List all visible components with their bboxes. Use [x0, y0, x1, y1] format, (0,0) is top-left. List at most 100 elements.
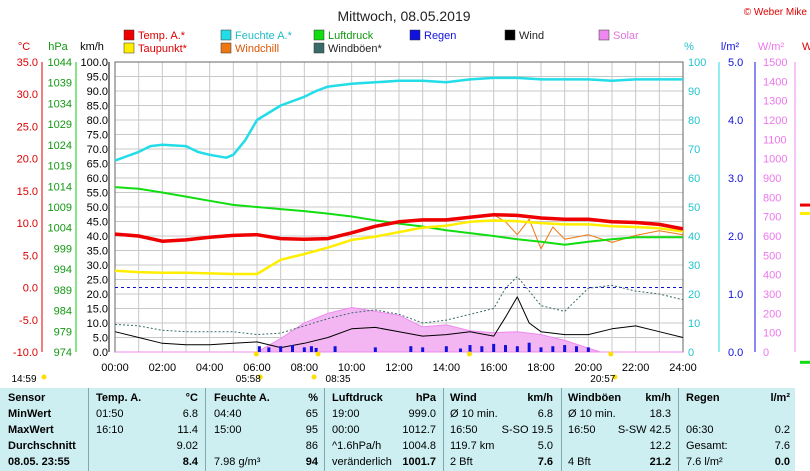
- stats-cell: Ø 10 min.: [568, 408, 616, 420]
- stats-cell: 01:50: [96, 408, 124, 420]
- series-line: [114, 276, 684, 336]
- stats-cell: 21.2: [649, 456, 671, 468]
- speed-tick-label: 90.0: [87, 86, 108, 98]
- rain-bar: [444, 346, 448, 352]
- humidity-tick-label: 10: [688, 318, 700, 330]
- stats-cell: 7.98 g/m³: [214, 456, 261, 468]
- temp-tick-label: 15.0: [17, 186, 38, 198]
- event-markers: 14:59 05:58 08:35 20:57: [11, 351, 618, 385]
- solar-tick-label: 1400: [763, 76, 787, 88]
- legend-label: Regen: [424, 30, 456, 42]
- solar-tick-label: 900: [763, 173, 781, 185]
- stats-cell: S-SW 42.5: [617, 424, 671, 436]
- event-marker-dot: [467, 351, 473, 357]
- stats-cell: 119.7 km: [450, 440, 495, 452]
- rain-bar: [586, 347, 590, 352]
- x-tick-label: 20:00: [575, 362, 603, 374]
- stats-cell: Luftdruck: [332, 392, 383, 404]
- rain-bar: [480, 346, 484, 352]
- x-tick-label: 08:00: [291, 362, 319, 374]
- stats-cell: 4 Bft: [568, 456, 591, 468]
- series-line: [114, 186, 683, 246]
- humidity-tick-label: 70: [688, 144, 700, 156]
- chart-title: Mittwoch, 08.05.2019: [337, 8, 470, 24]
- stats-cell: S-SO 19.5: [501, 424, 553, 436]
- rain-bar: [309, 346, 313, 352]
- temp-tick-label: 0.0: [23, 283, 38, 295]
- x-tick-label: 24:00: [669, 362, 697, 374]
- stats-cell: Regen: [686, 392, 720, 404]
- legend-swatch: [220, 42, 232, 54]
- humidity-tick-label: 40: [688, 231, 700, 243]
- legend-swatch: [313, 29, 325, 41]
- event-sun-icon: [311, 374, 317, 380]
- stats-cell: 7.6: [537, 456, 553, 468]
- humidity-tick-label: 100: [688, 57, 706, 69]
- speed-unit-label: km/h: [80, 41, 104, 53]
- rain-bar: [504, 345, 507, 352]
- speed-tick-label: 30.0: [87, 260, 108, 272]
- stats-cell: 86: [305, 440, 318, 452]
- speed-tick-label: 15.0: [87, 304, 108, 316]
- right-marker: [800, 211, 810, 215]
- legend-label: Taupunkt*: [138, 43, 188, 55]
- speed-tick-label: 100.0: [80, 57, 108, 69]
- speed-tick-label: 20.0: [87, 289, 108, 301]
- temp-tick-label: -5.0: [19, 315, 38, 327]
- weather-chart: Mittwoch, 08.05.2019 © Weber Mike Temp. …: [11, 7, 810, 385]
- stats-cell: veränderlich: [332, 456, 392, 468]
- legend-label: Temp. A.*: [138, 30, 186, 42]
- temp-tick-label: -10.0: [13, 347, 38, 359]
- series-line: [114, 296, 684, 349]
- right-marker: [800, 360, 810, 364]
- humidity-unit-label: %: [684, 41, 694, 53]
- event-marker-dot: [608, 351, 614, 357]
- pressure-unit-label: hPa: [48, 41, 68, 53]
- rain-bar: [279, 346, 283, 352]
- stats-cell: %: [308, 392, 318, 404]
- rain-bar: [527, 342, 531, 352]
- axes: 35.0 30.0 25.0 20.0 15.0 10.0 5.0 0.0 -5.0 -10.0 1…: [13, 57, 796, 374]
- pressure-tick-label: 1024: [48, 140, 72, 152]
- stats-cell: km/h: [645, 392, 671, 404]
- humidity-tick-label: 20: [688, 289, 700, 301]
- legend-swatch: [220, 29, 232, 41]
- stats-cell: Windböen: [568, 392, 622, 404]
- stats-cell: Wind: [450, 392, 477, 404]
- x-tick-label: 16:00: [480, 362, 508, 374]
- rain-tick-label: 1.0: [728, 289, 743, 301]
- x-tick-label: 00:00: [101, 362, 129, 374]
- x-tick-label: 06:00: [243, 362, 271, 374]
- stats-cell: km/h: [527, 392, 553, 404]
- stats-cell: ^1.6hPa/h: [332, 440, 382, 452]
- rain-bar: [468, 345, 472, 352]
- legend-label: Windchill: [235, 43, 279, 55]
- event-label: 05:58: [236, 374, 261, 385]
- stats-cell: 9.02: [176, 440, 198, 452]
- solar-tick-label: 500: [763, 250, 781, 262]
- solar-tick-label: 1200: [763, 115, 787, 127]
- stats-row-label: 08.05. 23:55: [8, 456, 70, 468]
- stats-cell: 95: [305, 424, 318, 436]
- stats-cell: 8.4: [182, 456, 198, 468]
- pressure-tick-label: 979: [54, 326, 72, 338]
- rain-bar: [373, 347, 377, 352]
- rain-bar: [539, 347, 543, 352]
- stats-cell: 0.2: [774, 424, 790, 436]
- pressure-tick-label: 994: [54, 264, 72, 276]
- temp-tick-label: 20.0: [17, 154, 38, 166]
- stats-cell: 16:50: [568, 424, 596, 436]
- pressure-tick-label: 999: [54, 243, 72, 255]
- legend-swatch: [313, 42, 325, 54]
- stats-cell: 12.2: [649, 440, 671, 452]
- x-tick-label: 22:00: [622, 362, 650, 374]
- stats-cell: l/m²: [770, 392, 790, 404]
- speed-tick-label: 65.0: [87, 159, 108, 171]
- event-sun-icon: [257, 374, 263, 380]
- legend-swatch: [409, 29, 421, 41]
- pressure-tick-label: 1044: [48, 57, 72, 69]
- stats-row: MinWert 01:50 6.8 04:40 65 19:00 999.0 Ø 10 min…: [0, 406, 795, 422]
- x-tick-label: 12:00: [385, 362, 413, 374]
- stats-cell: 19:00: [332, 408, 360, 420]
- series-line: [114, 76, 683, 162]
